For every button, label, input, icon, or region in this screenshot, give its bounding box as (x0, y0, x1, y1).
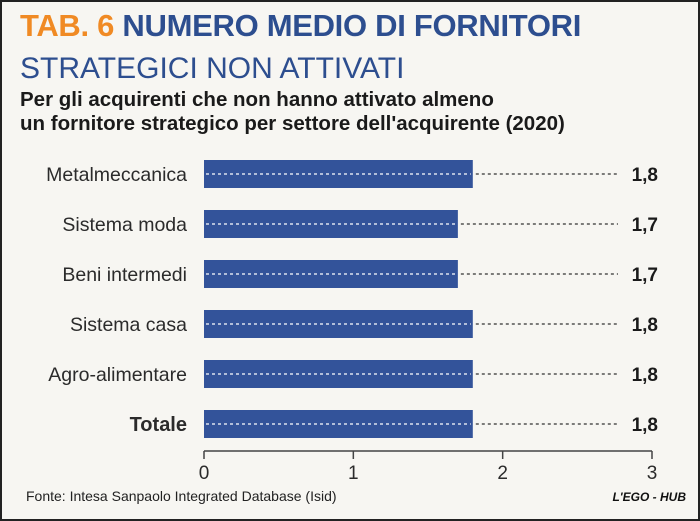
bar (204, 260, 458, 288)
value-label: 1,8 (632, 415, 658, 436)
title-text: NUMERO MEDIO DI FORNITORI (122, 8, 582, 43)
value-label: 1,8 (632, 365, 658, 386)
category-label: Sistema moda (62, 214, 187, 236)
x-tick-label: 2 (497, 463, 508, 484)
x-tick-label: 1 (348, 463, 359, 484)
value-label: 1,8 (632, 165, 658, 186)
chart-subtitle: STRATEGICI NON ATTIVATI (20, 52, 405, 85)
value-label: 1,7 (632, 215, 658, 236)
x-tick-label: 3 (647, 463, 658, 484)
publisher-logo: L'EGO - HUB (612, 490, 686, 504)
bar (204, 210, 458, 238)
value-label: 1,7 (632, 265, 658, 286)
category-label: Totale (130, 414, 187, 436)
category-label: Sistema casa (70, 314, 187, 336)
category-label: Agro-alimentare (48, 364, 187, 386)
table-number: TAB. 6 (20, 8, 115, 43)
category-label: Beni intermedi (62, 264, 187, 286)
description-line-2: un fornitore strategico per settore dell… (20, 112, 565, 135)
source-note: Fonte: Intesa Sanpaolo Integrated Databa… (26, 488, 337, 504)
category-label: Metalmeccanica (46, 164, 187, 186)
chart-description: Per gli acquirenti che non hanno attivat… (20, 88, 565, 136)
description-line-1: Per gli acquirenti che non hanno attivat… (20, 88, 494, 111)
value-label: 1,8 (632, 315, 658, 336)
x-tick-label: 0 (199, 463, 210, 484)
chart-title: TAB. 6 NUMERO MEDIO DI FORNITORI (20, 8, 581, 44)
